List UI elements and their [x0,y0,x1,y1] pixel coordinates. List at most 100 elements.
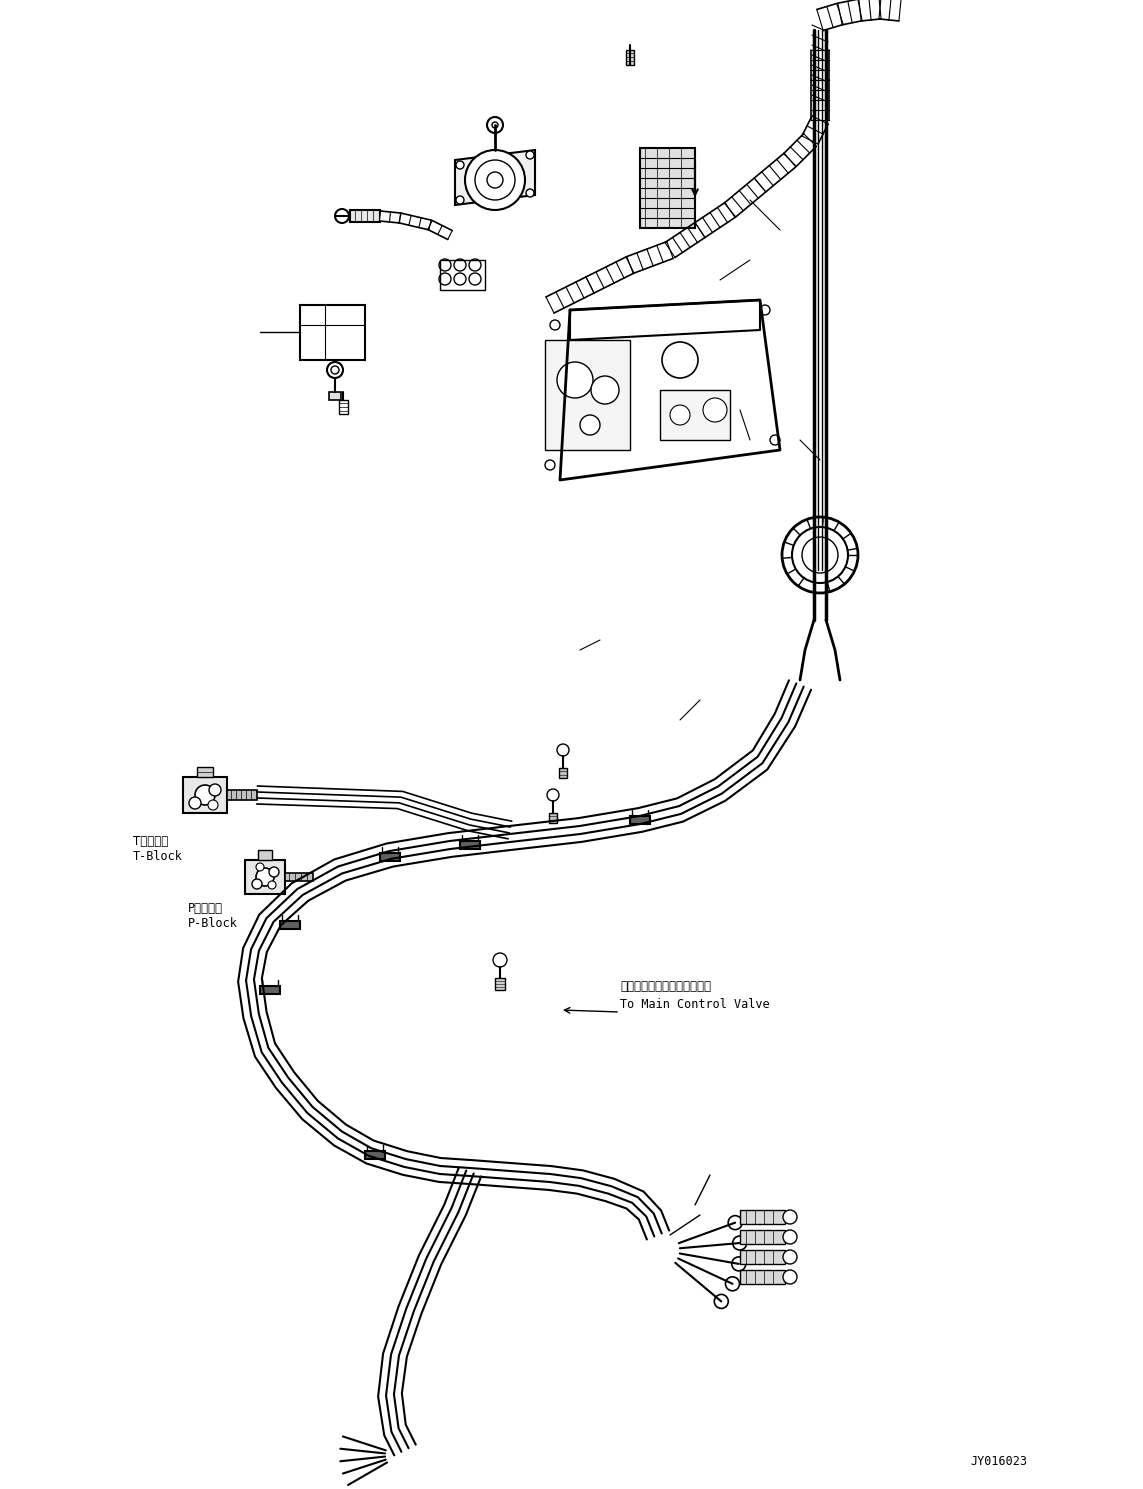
Circle shape [703,398,727,421]
Polygon shape [665,222,705,258]
Bar [740,1249,785,1264]
Circle shape [439,259,451,271]
Bar [350,210,379,222]
Text: Pブロック: Pブロック [187,902,223,916]
Text: T-Block: T-Block [133,850,183,864]
Circle shape [783,1249,797,1264]
Circle shape [733,1236,746,1251]
Circle shape [327,362,343,378]
Circle shape [580,415,600,435]
Polygon shape [546,277,594,313]
Circle shape [547,789,559,801]
Circle shape [726,1276,740,1291]
Text: JY016023: JY016023 [970,1455,1028,1468]
Text: P-Block: P-Block [187,917,238,931]
Circle shape [256,868,274,886]
Circle shape [591,377,620,404]
Bar [329,392,341,401]
Bar [660,390,730,441]
Circle shape [491,122,498,128]
Circle shape [475,159,515,200]
Polygon shape [858,0,881,21]
Circle shape [782,517,858,593]
Circle shape [465,150,525,210]
Bar [299,305,365,360]
Text: Tブロック: Tブロック [133,835,168,849]
Bar [365,1151,385,1158]
Circle shape [256,864,264,871]
Circle shape [545,460,555,471]
Polygon shape [427,220,453,240]
Polygon shape [586,258,634,293]
Circle shape [469,259,481,271]
Bar [740,1270,785,1284]
Bar [740,1211,785,1224]
Bar [545,339,630,450]
Bar [245,861,285,893]
Circle shape [487,118,503,133]
Circle shape [557,744,569,756]
Circle shape [469,272,481,284]
Circle shape [783,1211,797,1224]
Circle shape [331,366,339,374]
Circle shape [714,1294,728,1309]
Circle shape [550,320,560,331]
Circle shape [208,800,218,810]
Circle shape [195,785,215,806]
Polygon shape [626,241,673,274]
Bar [626,51,634,66]
Circle shape [770,435,780,445]
Polygon shape [817,3,844,31]
Polygon shape [812,51,829,80]
Circle shape [783,1270,797,1284]
Polygon shape [838,0,862,25]
Polygon shape [784,134,816,167]
Polygon shape [802,116,828,144]
Text: To Main Control Valve: To Main Control Valve [620,998,769,1011]
Bar [549,813,557,823]
Polygon shape [379,211,400,223]
Circle shape [251,879,262,889]
Bar [339,401,347,414]
Polygon shape [399,213,431,229]
Polygon shape [725,179,766,217]
Circle shape [792,527,848,584]
Bar [495,978,505,990]
Circle shape [783,1230,797,1243]
Bar [740,1230,785,1243]
Circle shape [267,881,275,889]
Bar [280,922,299,929]
Circle shape [209,785,221,797]
Circle shape [802,538,838,573]
Bar [640,147,695,228]
Circle shape [526,150,534,159]
Circle shape [557,362,593,398]
Bar [630,816,650,823]
Circle shape [454,272,466,284]
Polygon shape [812,80,829,121]
Polygon shape [754,153,796,192]
Circle shape [670,405,690,424]
Circle shape [487,173,503,188]
Circle shape [454,259,466,271]
Circle shape [728,1215,742,1230]
Circle shape [493,953,507,966]
Circle shape [456,161,464,168]
Circle shape [456,197,464,204]
Circle shape [526,189,534,197]
Bar [227,791,257,800]
Bar [197,767,213,777]
Polygon shape [455,150,535,205]
Circle shape [662,342,698,378]
Bar [559,768,567,777]
Circle shape [189,797,201,809]
Circle shape [269,867,279,877]
Circle shape [732,1257,745,1272]
Bar [285,873,313,881]
Circle shape [335,208,349,223]
Circle shape [760,305,770,316]
Polygon shape [695,203,735,237]
Polygon shape [879,0,901,21]
Bar [258,850,272,861]
Bar [459,841,480,849]
